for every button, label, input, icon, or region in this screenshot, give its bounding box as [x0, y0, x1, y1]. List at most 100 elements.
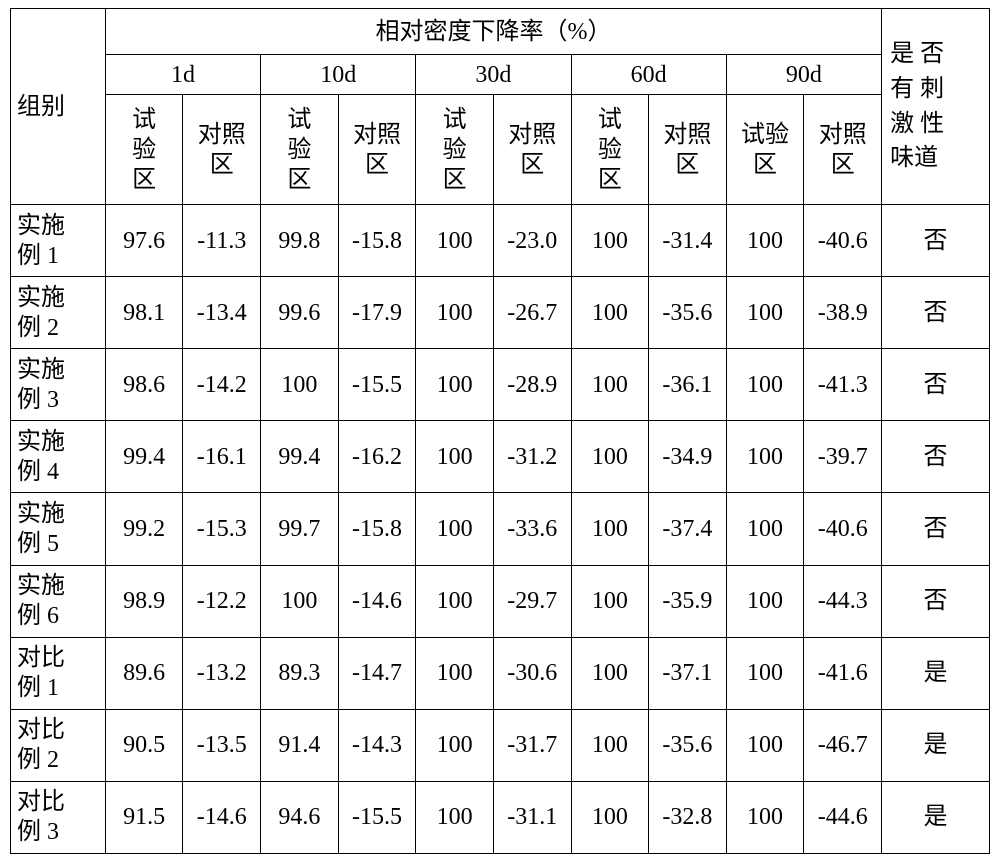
cell-value: -14.2: [183, 349, 261, 421]
cell-value: 98.6: [105, 349, 183, 421]
cell-value: 100: [571, 421, 649, 493]
cell-value: 99.7: [261, 493, 339, 565]
cell-odor: 是: [882, 781, 990, 853]
cell-value: 91.4: [261, 709, 339, 781]
cell-value: 89.6: [105, 637, 183, 709]
table-row: 实施 例 398.6-14.2100-15.5100-28.9100-36.11…: [11, 349, 990, 421]
cell-value: -14.7: [338, 637, 416, 709]
cell-value: 98.9: [105, 565, 183, 637]
cell-value: -38.9: [804, 277, 882, 349]
cell-value: -32.8: [649, 781, 727, 853]
cell-value: 100: [416, 493, 494, 565]
col-density: 相对密度下降率（%）: [105, 9, 881, 55]
cell-value: -41.6: [804, 637, 882, 709]
day-1d: 1d: [105, 55, 260, 95]
cell-value: 100: [726, 277, 804, 349]
cell-value: 99.4: [105, 421, 183, 493]
row-label: 对比 例 2: [11, 709, 106, 781]
cell-value: 100: [416, 781, 494, 853]
cell-value: 99.8: [261, 205, 339, 277]
cell-value: 99.6: [261, 277, 339, 349]
table-row: 实施 例 499.4-16.199.4-16.2100-31.2100-34.9…: [11, 421, 990, 493]
cell-value: -44.6: [804, 781, 882, 853]
cell-value: -15.5: [338, 781, 416, 853]
col-odor: 是 否 有 刺 激 性 味道: [882, 9, 990, 205]
cell-value: -31.1: [493, 781, 571, 853]
cell-value: -41.3: [804, 349, 882, 421]
row-label: 实施 例 1: [11, 205, 106, 277]
cell-value: 99.2: [105, 493, 183, 565]
cell-value: 100: [571, 709, 649, 781]
cell-odor: 否: [882, 349, 990, 421]
sub-test-90d: 试验 区: [726, 95, 804, 205]
table-row: 对比 例 290.5-13.591.4-14.3100-31.7100-35.6…: [11, 709, 990, 781]
cell-value: 100: [726, 565, 804, 637]
cell-value: 100: [571, 781, 649, 853]
cell-value: 100: [726, 637, 804, 709]
cell-value: -35.9: [649, 565, 727, 637]
day-60d: 60d: [571, 55, 726, 95]
cell-value: -23.0: [493, 205, 571, 277]
cell-value: 100: [416, 205, 494, 277]
cell-value: -36.1: [649, 349, 727, 421]
cell-value: 100: [726, 493, 804, 565]
table-row: 实施 例 698.9-12.2100-14.6100-29.7100-35.91…: [11, 565, 990, 637]
cell-value: -13.4: [183, 277, 261, 349]
cell-value: -37.1: [649, 637, 727, 709]
header-row-3: 试 验 区 对照 区 试 验 区 对照 区 试 验 区 对照 区 试 验 区 对…: [11, 95, 990, 205]
cell-value: 100: [726, 709, 804, 781]
cell-value: -29.7: [493, 565, 571, 637]
cell-value: -35.6: [649, 277, 727, 349]
row-label: 实施 例 5: [11, 493, 106, 565]
header-row-1: 组别 相对密度下降率（%） 是 否 有 刺 激 性 味道: [11, 9, 990, 55]
day-90d: 90d: [726, 55, 881, 95]
cell-value: 100: [571, 637, 649, 709]
table-row: 实施 例 298.1-13.499.6-17.9100-26.7100-35.6…: [11, 277, 990, 349]
header-row-2: 1d 10d 30d 60d 90d: [11, 55, 990, 95]
table-row: 实施 例 599.2-15.399.7-15.8100-33.6100-37.4…: [11, 493, 990, 565]
table-row: 对比 例 391.5-14.694.6-15.5100-31.1100-32.8…: [11, 781, 990, 853]
cell-odor: 是: [882, 637, 990, 709]
cell-odor: 否: [882, 493, 990, 565]
day-30d: 30d: [416, 55, 571, 95]
cell-value: 100: [571, 349, 649, 421]
cell-value: 100: [726, 421, 804, 493]
table-head: 组别 相对密度下降率（%） 是 否 有 刺 激 性 味道 1d 10d 30d …: [11, 9, 990, 205]
cell-value: 100: [571, 493, 649, 565]
row-label: 实施 例 4: [11, 421, 106, 493]
cell-odor: 是: [882, 709, 990, 781]
cell-value: -46.7: [804, 709, 882, 781]
cell-value: -14.3: [338, 709, 416, 781]
cell-value: -15.3: [183, 493, 261, 565]
cell-value: -31.7: [493, 709, 571, 781]
cell-value: 100: [416, 277, 494, 349]
data-table: 组别 相对密度下降率（%） 是 否 有 刺 激 性 味道 1d 10d 30d …: [10, 8, 990, 854]
sub-control-60d: 对照 区: [649, 95, 727, 205]
cell-value: -13.5: [183, 709, 261, 781]
cell-odor: 否: [882, 421, 990, 493]
sub-control-90d: 对照 区: [804, 95, 882, 205]
col-group: 组别: [11, 9, 106, 205]
cell-value: -13.2: [183, 637, 261, 709]
cell-value: -30.6: [493, 637, 571, 709]
cell-value: -15.8: [338, 205, 416, 277]
cell-value: 100: [571, 277, 649, 349]
cell-value: -26.7: [493, 277, 571, 349]
cell-value: -15.5: [338, 349, 416, 421]
cell-value: -17.9: [338, 277, 416, 349]
cell-value: 97.6: [105, 205, 183, 277]
cell-value: 100: [416, 421, 494, 493]
row-label: 实施 例 6: [11, 565, 106, 637]
day-10d: 10d: [261, 55, 416, 95]
cell-value: -15.8: [338, 493, 416, 565]
cell-value: -31.4: [649, 205, 727, 277]
cell-value: -12.2: [183, 565, 261, 637]
sub-control-30d: 对照 区: [493, 95, 571, 205]
cell-odor: 否: [882, 205, 990, 277]
cell-value: -44.3: [804, 565, 882, 637]
cell-value: -11.3: [183, 205, 261, 277]
sub-test-60d: 试 验 区: [571, 95, 649, 205]
row-label: 对比 例 3: [11, 781, 106, 853]
sub-control-1d: 对照 区: [183, 95, 261, 205]
cell-value: 89.3: [261, 637, 339, 709]
